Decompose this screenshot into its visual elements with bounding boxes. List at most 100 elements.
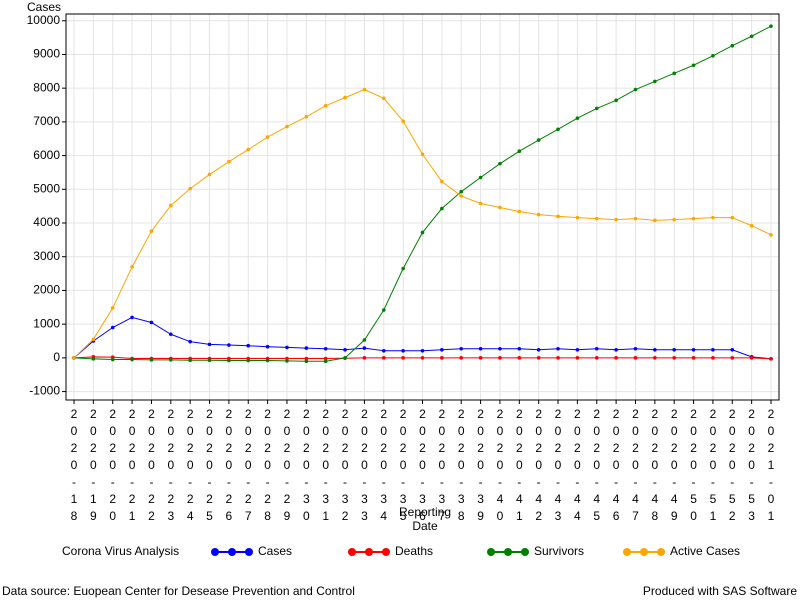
x-tick-label: 2020-46 <box>609 407 623 526</box>
data-point <box>536 347 541 352</box>
data-point <box>672 347 676 352</box>
data-point <box>478 175 483 180</box>
data-point <box>711 347 715 352</box>
data-point <box>459 346 464 351</box>
legend-label: Deaths <box>395 544 433 558</box>
x-tick-label: 2020-28 <box>261 407 275 526</box>
data-point <box>362 346 367 350</box>
data-point <box>498 356 502 360</box>
data-point <box>691 216 696 221</box>
data-point <box>343 95 347 100</box>
data-point <box>517 346 522 351</box>
data-point <box>498 161 502 166</box>
plot-frame <box>65 13 780 401</box>
data-point <box>459 194 464 198</box>
data-point <box>769 233 773 237</box>
data-point <box>440 206 444 211</box>
data-point <box>749 223 754 228</box>
y-tick-label: 9000 <box>33 47 60 61</box>
legend-label: Survivors <box>534 544 584 558</box>
data-point <box>362 338 367 342</box>
data-point <box>769 357 773 361</box>
y-axis-label: Cases <box>27 0 61 14</box>
data-point <box>536 212 541 217</box>
legend-marker <box>365 548 373 556</box>
data-point <box>517 209 522 214</box>
data-point <box>285 359 289 363</box>
data-point <box>691 347 696 352</box>
data-point <box>478 201 483 206</box>
x-tick-label: 2020-30 <box>299 407 313 526</box>
data-point <box>536 356 541 360</box>
x-tick-label: 2020-23 <box>164 407 178 526</box>
data-point <box>188 358 192 363</box>
data-point <box>749 34 754 39</box>
x-tick-label: 2020-25 <box>203 407 217 526</box>
x-axis-label: Reporting Date <box>398 505 452 533</box>
data-point <box>633 216 638 221</box>
data-point <box>653 218 657 223</box>
data-point <box>536 138 541 142</box>
data-point <box>730 347 735 352</box>
data-point <box>420 152 425 157</box>
data-point <box>246 343 251 348</box>
x-tick-label: 2021-01 <box>764 407 778 526</box>
x-tick-label: 2020-39 <box>474 407 488 526</box>
data-point <box>401 356 405 360</box>
data-point <box>265 135 270 139</box>
data-point <box>265 344 270 349</box>
data-point <box>672 356 676 360</box>
y-tick-label: 1000 <box>33 316 60 330</box>
data-point <box>517 356 522 360</box>
y-tick-label: 3000 <box>33 249 60 263</box>
data-point <box>653 356 657 360</box>
legend-marker <box>640 548 648 556</box>
data-point <box>304 115 309 119</box>
x-tick-label: 2020-32 <box>338 407 352 526</box>
data-point <box>575 116 580 120</box>
data-point <box>614 347 618 352</box>
legend-marker <box>487 548 495 556</box>
data-point <box>575 347 580 352</box>
legend-marker <box>382 548 390 556</box>
data-point <box>323 103 328 108</box>
data-point <box>614 217 618 222</box>
x-tick-label: 2020-41 <box>512 407 526 526</box>
x-tick-label: 2020-48 <box>648 407 662 526</box>
x-tick-label: 2020-52 <box>725 407 739 526</box>
data-point <box>672 217 676 222</box>
y-tick-label: 2000 <box>33 283 60 297</box>
data-point <box>246 358 251 363</box>
data-point <box>227 159 231 164</box>
x-tick-label: 2020-20 <box>106 407 120 526</box>
data-point <box>556 214 560 219</box>
legend-marker <box>657 548 665 556</box>
y-tick-label: -1000 <box>29 384 60 398</box>
data-point <box>420 348 425 353</box>
y-tick-label: 7000 <box>33 114 60 128</box>
data-point <box>130 265 134 269</box>
data-point <box>362 356 367 360</box>
data-point <box>498 205 502 210</box>
legend-marker <box>348 548 356 556</box>
data-point <box>711 356 715 360</box>
data-point <box>633 87 638 92</box>
data-point <box>110 325 115 330</box>
data-point <box>401 266 405 271</box>
data-point <box>653 347 657 352</box>
data-point <box>381 308 386 312</box>
data-point <box>110 306 115 310</box>
data-point <box>91 337 96 342</box>
data-point <box>265 358 270 363</box>
x-tick-label: 2020-43 <box>551 407 565 526</box>
data-point <box>304 359 309 364</box>
x-tick-label: 2020-49 <box>667 407 681 526</box>
x-tick-label: 2020-47 <box>628 407 642 526</box>
data-point <box>401 119 405 124</box>
data-point <box>769 24 773 28</box>
x-tick-label: 2020-37 <box>435 407 449 526</box>
data-point <box>730 215 735 220</box>
data-point <box>594 106 599 111</box>
data-point <box>711 215 715 220</box>
